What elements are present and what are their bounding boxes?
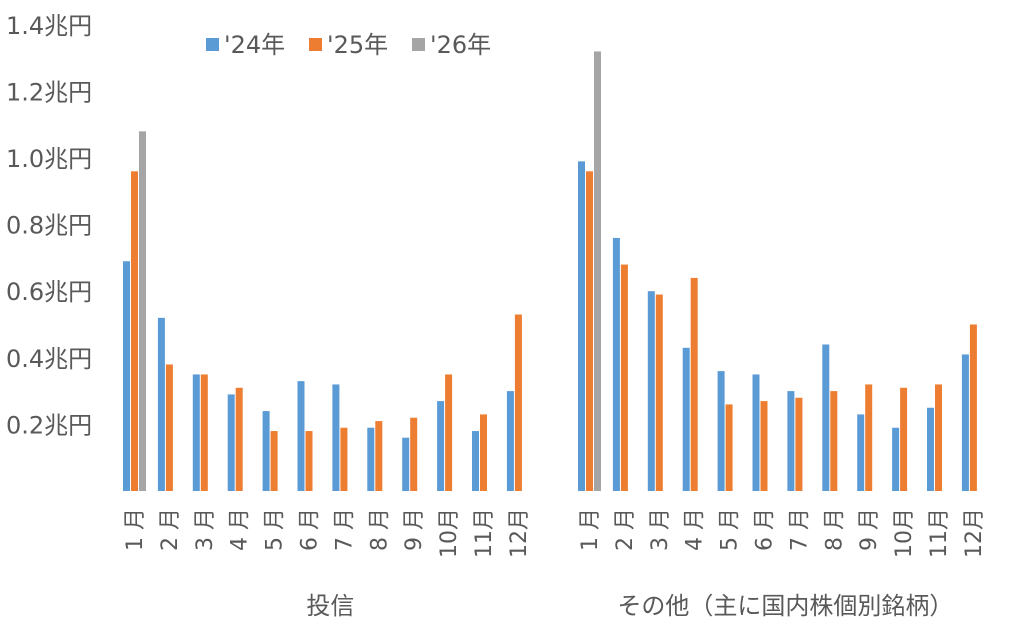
- bar-sonota-25-m12: [969, 324, 977, 491]
- bar-sonota-24-m1: [578, 161, 585, 491]
- bar-sonota-24-m2: [612, 237, 620, 491]
- bar-sonota-25-m6: [760, 401, 768, 491]
- bar-sonota-25-m9: [865, 384, 873, 491]
- bar-toushin-25-m2: [165, 364, 173, 491]
- month-label: 10月: [892, 508, 917, 558]
- month-label: 1 月: [578, 508, 603, 551]
- bar-sonota-25-m3: [655, 294, 663, 491]
- bar-sonota-25-m10: [900, 387, 908, 491]
- bar-toushin-25-m7: [340, 427, 348, 491]
- bar-toushin-25-m11: [480, 414, 487, 491]
- bar-sonota-24-m6: [752, 374, 760, 491]
- bar-sonota-24-m10: [892, 427, 900, 491]
- bar-toushin-24-m6: [297, 381, 305, 491]
- bar-sonota-25-m4: [690, 277, 698, 491]
- month-label: 11月: [927, 508, 952, 558]
- bar-toushin-25-m3: [200, 374, 208, 491]
- bar-sonota-25-m7: [795, 397, 803, 491]
- legend-label: '24年: [224, 31, 285, 59]
- y-tick-label: 1.4兆円: [6, 12, 92, 40]
- legend-swatch: [309, 38, 322, 51]
- month-label: 11月: [472, 508, 497, 558]
- month-label: 1 月: [123, 508, 148, 551]
- bar-sonota-24-m4: [682, 347, 690, 491]
- month-label: 12月: [962, 508, 987, 558]
- month-label: 2 月: [158, 508, 183, 551]
- legend-swatch: [412, 38, 425, 51]
- bar-sonota-24-m5: [717, 371, 725, 491]
- month-label: 7 月: [787, 508, 812, 551]
- month-label: 4 月: [228, 508, 253, 551]
- bar-sonota-25-m5: [725, 404, 733, 491]
- month-label: 8 月: [367, 508, 392, 551]
- bar-sonota-24-m7: [787, 391, 795, 491]
- bar-sonota-25-m11: [935, 384, 942, 491]
- bar-toushin-24-m2: [157, 317, 165, 491]
- bar-sonota-25-m2: [620, 264, 628, 491]
- bar-toushin-25-m6: [305, 431, 313, 491]
- y-tick-label: 0.2兆円: [6, 411, 92, 439]
- bar-toushin-24-m8: [367, 427, 375, 491]
- bar-toushin-24-m3: [192, 374, 200, 491]
- bar-toushin-25-m10: [445, 374, 453, 491]
- y-tick-label: 0.8兆円: [6, 212, 92, 240]
- bar-toushin-25-m8: [375, 421, 383, 491]
- month-label: 6 月: [753, 508, 778, 551]
- bar-toushin-24-m11: [472, 431, 479, 491]
- bar-toushin-26-m1: [139, 131, 146, 492]
- bar-toushin-25-m4: [235, 387, 243, 491]
- bar-toushin-24-m10: [437, 401, 445, 491]
- month-label: 10月: [437, 508, 462, 558]
- bar-sonota-25-m1: [586, 171, 593, 491]
- y-tick-label: 1.2兆円: [6, 78, 92, 106]
- bar-sonota-26-m1: [594, 51, 601, 491]
- bar-toushin-24-m9: [402, 437, 410, 491]
- bar-toushin-24-m12: [506, 391, 514, 491]
- month-label: 3 月: [648, 508, 673, 551]
- month-label: 4 月: [683, 508, 708, 551]
- group-label: その他（主に国内株個別銘柄）: [617, 592, 953, 620]
- month-label: 3 月: [193, 508, 218, 551]
- month-label: 9 月: [402, 508, 427, 551]
- legend-label: '26年: [430, 31, 491, 59]
- month-label: 9 月: [857, 508, 882, 551]
- y-tick-label: 1.0兆円: [6, 145, 92, 173]
- month-label: 7 月: [332, 508, 357, 551]
- month-label: 5 月: [718, 508, 743, 551]
- bar-toushin-24-m1: [123, 261, 130, 491]
- month-label: 2 月: [613, 508, 638, 551]
- bar-toushin-25-m12: [514, 314, 522, 491]
- bar-sonota-24-m11: [927, 407, 934, 491]
- month-label: 12月: [507, 508, 532, 558]
- bar-toushin-24-m7: [332, 384, 340, 491]
- bar-sonota-24-m12: [961, 354, 969, 491]
- y-tick-label: 0.6兆円: [6, 278, 92, 306]
- bar-toushin-25-m5: [270, 431, 278, 491]
- bar-sonota-24-m9: [857, 414, 865, 491]
- bar-toushin-25-m1: [131, 171, 138, 491]
- month-label: 5 月: [263, 508, 288, 551]
- bar-sonota-25-m8: [830, 391, 838, 491]
- bar-toushin-25-m9: [410, 417, 418, 491]
- bar-sonota-24-m3: [647, 291, 655, 491]
- bar-toushin-24-m5: [262, 411, 270, 491]
- month-label: 6 月: [298, 508, 323, 551]
- y-tick-label: 0.4兆円: [6, 345, 92, 373]
- legend-label: '25年: [327, 31, 388, 59]
- bar-sonota-24-m8: [822, 344, 830, 491]
- legend-swatch: [206, 38, 219, 51]
- group-label: 投信: [306, 592, 354, 620]
- bar-toushin-24-m4: [227, 394, 235, 491]
- month-label: 8 月: [822, 508, 847, 551]
